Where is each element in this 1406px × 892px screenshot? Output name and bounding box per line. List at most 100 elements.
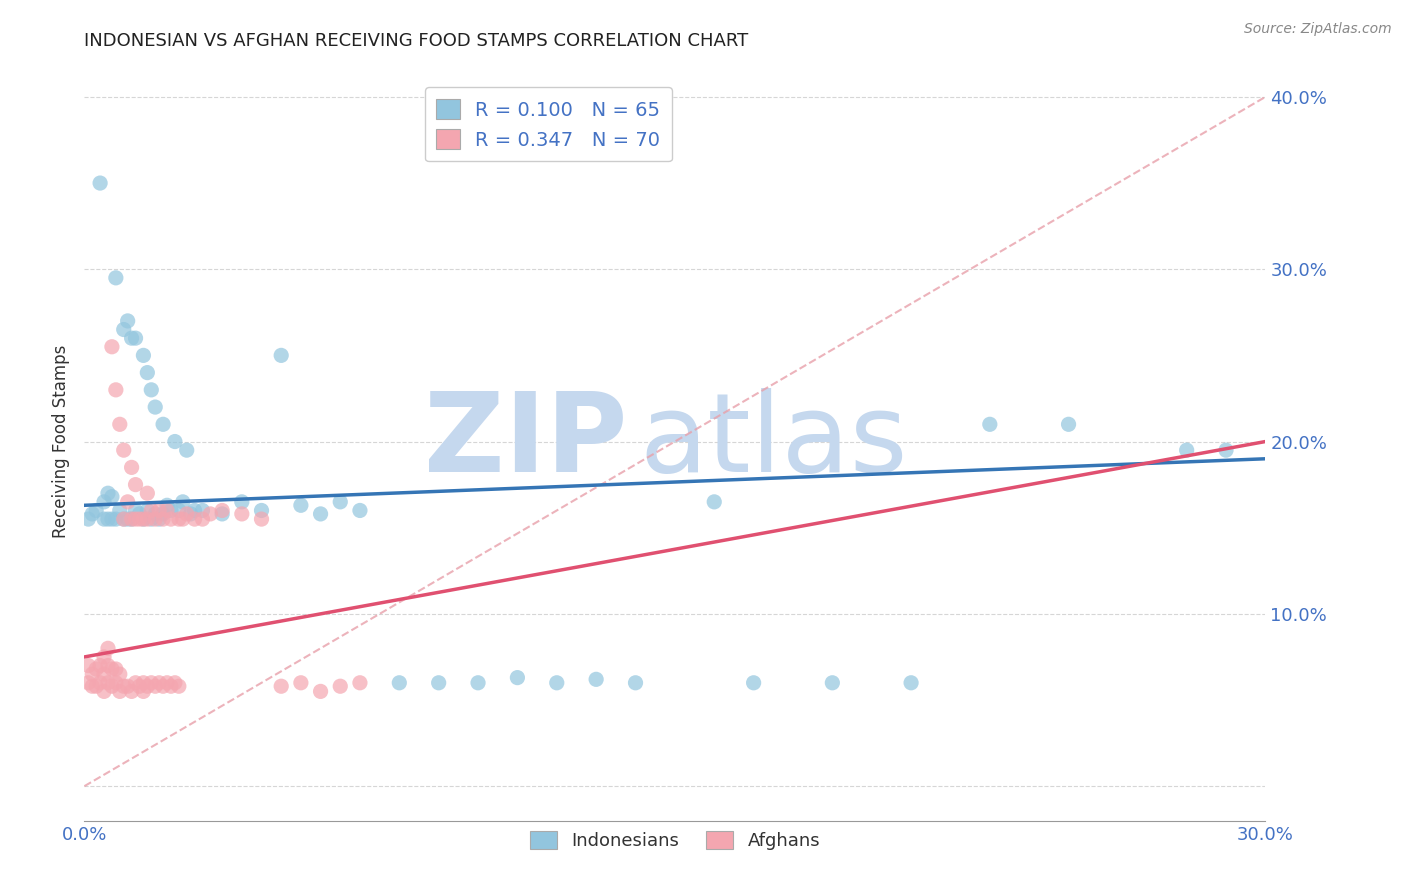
Point bbox=[152, 679, 174, 693]
Point bbox=[211, 507, 233, 521]
Point bbox=[104, 270, 127, 285]
Point bbox=[84, 503, 107, 517]
Point bbox=[112, 512, 135, 526]
Point bbox=[89, 675, 111, 690]
Point bbox=[93, 512, 115, 526]
Point bbox=[152, 507, 174, 521]
Point bbox=[270, 679, 292, 693]
Point bbox=[101, 662, 124, 676]
Point bbox=[141, 383, 163, 397]
Point bbox=[132, 512, 155, 526]
Point bbox=[101, 340, 124, 354]
Point bbox=[108, 417, 131, 432]
Point bbox=[183, 503, 205, 517]
Point bbox=[191, 503, 214, 517]
Point bbox=[167, 512, 190, 526]
Point bbox=[821, 675, 844, 690]
Point bbox=[77, 658, 100, 673]
Point bbox=[82, 667, 104, 681]
Point bbox=[250, 512, 273, 526]
Point bbox=[128, 507, 150, 521]
Point bbox=[349, 503, 371, 517]
Point bbox=[624, 675, 647, 690]
Y-axis label: Receiving Food Stamps: Receiving Food Stamps bbox=[52, 345, 70, 538]
Point bbox=[117, 314, 139, 328]
Point bbox=[141, 503, 163, 517]
Point bbox=[160, 679, 183, 693]
Point bbox=[231, 495, 253, 509]
Point bbox=[467, 675, 489, 690]
Point bbox=[128, 512, 150, 526]
Point bbox=[160, 512, 183, 526]
Point bbox=[141, 512, 163, 526]
Point bbox=[121, 460, 143, 475]
Point bbox=[979, 417, 1001, 432]
Point bbox=[117, 495, 139, 509]
Point bbox=[108, 684, 131, 698]
Point bbox=[143, 512, 166, 526]
Point bbox=[160, 503, 183, 517]
Point bbox=[167, 679, 190, 693]
Point bbox=[427, 675, 450, 690]
Point bbox=[176, 507, 198, 521]
Point bbox=[703, 495, 725, 509]
Point bbox=[112, 512, 135, 526]
Point bbox=[101, 512, 124, 526]
Point bbox=[172, 512, 194, 526]
Text: atlas: atlas bbox=[640, 388, 908, 495]
Point bbox=[231, 507, 253, 521]
Point bbox=[132, 675, 155, 690]
Point bbox=[97, 486, 120, 500]
Point bbox=[191, 512, 214, 526]
Point bbox=[104, 675, 127, 690]
Point bbox=[180, 507, 202, 521]
Text: ZIP: ZIP bbox=[425, 388, 627, 495]
Point bbox=[121, 684, 143, 698]
Point bbox=[136, 679, 159, 693]
Point bbox=[77, 512, 100, 526]
Point bbox=[124, 512, 146, 526]
Point bbox=[101, 679, 124, 693]
Point bbox=[112, 679, 135, 693]
Text: INDONESIAN VS AFGHAN RECEIVING FOOD STAMPS CORRELATION CHART: INDONESIAN VS AFGHAN RECEIVING FOOD STAM… bbox=[84, 32, 748, 50]
Point bbox=[117, 512, 139, 526]
Point bbox=[136, 512, 159, 526]
Point bbox=[136, 366, 159, 380]
Point bbox=[93, 649, 115, 664]
Point bbox=[167, 503, 190, 517]
Point bbox=[93, 667, 115, 681]
Point bbox=[82, 679, 104, 693]
Point bbox=[742, 675, 765, 690]
Point bbox=[89, 658, 111, 673]
Legend: Indonesians, Afghans: Indonesians, Afghans bbox=[523, 823, 827, 857]
Point bbox=[388, 675, 411, 690]
Point bbox=[156, 503, 179, 517]
Point bbox=[156, 498, 179, 512]
Point bbox=[124, 503, 146, 517]
Point bbox=[152, 512, 174, 526]
Point bbox=[1215, 443, 1237, 458]
Point bbox=[132, 348, 155, 362]
Point bbox=[148, 512, 170, 526]
Point bbox=[309, 507, 332, 521]
Point bbox=[124, 331, 146, 345]
Point bbox=[93, 684, 115, 698]
Point bbox=[97, 658, 120, 673]
Point bbox=[900, 675, 922, 690]
Point bbox=[104, 383, 127, 397]
Point bbox=[97, 675, 120, 690]
Point bbox=[77, 675, 100, 690]
Text: Source: ZipAtlas.com: Source: ZipAtlas.com bbox=[1244, 22, 1392, 37]
Point bbox=[117, 679, 139, 693]
Point bbox=[329, 679, 352, 693]
Point bbox=[104, 512, 127, 526]
Point bbox=[506, 671, 529, 685]
Point bbox=[124, 477, 146, 491]
Point bbox=[121, 512, 143, 526]
Point bbox=[101, 490, 124, 504]
Point bbox=[176, 443, 198, 458]
Point bbox=[84, 679, 107, 693]
Point bbox=[136, 486, 159, 500]
Point bbox=[585, 673, 607, 687]
Point bbox=[148, 503, 170, 517]
